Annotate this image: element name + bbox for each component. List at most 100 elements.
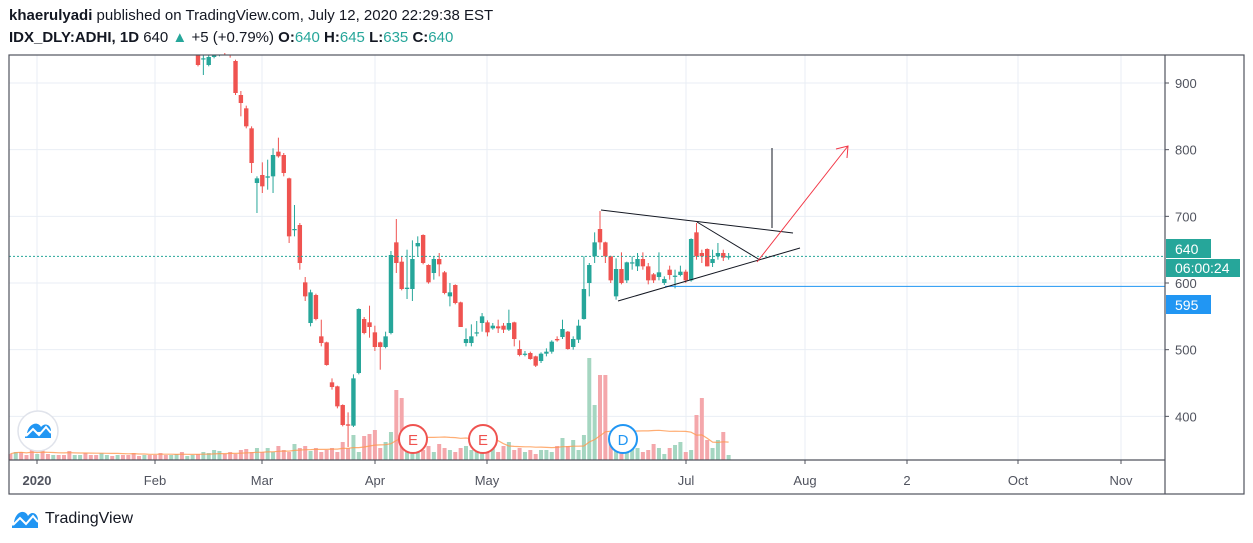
candle-body xyxy=(345,424,351,426)
volume-bar xyxy=(458,448,463,460)
event-marker-dividend[interactable]: D xyxy=(608,424,638,454)
candle xyxy=(453,284,458,305)
candle-body xyxy=(565,331,571,350)
volume-bar xyxy=(196,454,200,460)
x-tick-label: May xyxy=(475,473,500,488)
candle xyxy=(372,325,378,352)
volume-bar xyxy=(726,455,731,460)
candle xyxy=(705,248,710,267)
drawings[interactable] xyxy=(9,145,1165,302)
candle-body xyxy=(512,322,517,340)
candle-body xyxy=(420,235,426,264)
low-value: 635 xyxy=(383,29,409,46)
candle xyxy=(297,223,303,270)
volume-bar xyxy=(431,452,436,460)
candle-body xyxy=(308,292,313,324)
volume-bar xyxy=(99,453,104,460)
chart-frame xyxy=(8,54,1245,495)
volume-bar xyxy=(142,455,147,460)
candle-body xyxy=(431,259,437,274)
candle-body xyxy=(378,342,383,348)
candle xyxy=(597,211,603,250)
volume-bar xyxy=(238,450,243,460)
volume-bar xyxy=(630,446,635,460)
candle-body xyxy=(474,332,479,334)
candle xyxy=(420,234,426,265)
footer-brand[interactable]: TradingView xyxy=(9,509,133,529)
candle xyxy=(554,336,560,342)
volume-bar xyxy=(367,434,372,460)
volume-bar xyxy=(24,455,29,460)
volume-bar xyxy=(313,448,318,460)
volume-bar xyxy=(104,455,109,460)
event-marker-earnings[interactable]: E xyxy=(398,424,428,454)
candle xyxy=(270,148,276,194)
candle-body xyxy=(517,349,522,356)
candle-body xyxy=(699,253,705,257)
trend-line[interactable] xyxy=(696,221,761,261)
candle xyxy=(388,251,394,335)
candle xyxy=(629,256,635,270)
volume-bar xyxy=(244,449,249,460)
candle-body xyxy=(721,253,726,258)
candle-body xyxy=(469,336,474,344)
volume-bar xyxy=(587,358,592,460)
candle xyxy=(463,328,469,347)
candle-body xyxy=(597,229,603,243)
bar-countdown-label-text: 06:00:24 xyxy=(1175,260,1230,276)
volume-bar xyxy=(656,448,661,460)
volume-bar xyxy=(522,452,527,460)
volume-bar xyxy=(346,448,351,460)
candle xyxy=(303,277,308,302)
candle xyxy=(721,249,726,262)
volume-bar xyxy=(683,452,688,460)
volume-bar xyxy=(678,442,683,460)
trend-line[interactable] xyxy=(600,209,794,234)
candle xyxy=(319,319,324,347)
up-triangle-icon: ▲ xyxy=(172,29,188,46)
candle xyxy=(646,263,651,285)
candle-body xyxy=(560,329,565,338)
candle xyxy=(399,256,404,291)
x-tick-label: Apr xyxy=(365,473,386,488)
projection-arrow[interactable] xyxy=(756,145,849,263)
candle-body xyxy=(249,128,254,164)
event-marker-earnings[interactable]: E xyxy=(468,424,498,454)
volume-bar xyxy=(598,375,602,460)
candle-body xyxy=(388,255,394,334)
last-price: 640 xyxy=(143,29,169,46)
candle xyxy=(485,320,490,337)
volume-bar xyxy=(437,444,442,460)
volume-bar xyxy=(426,446,431,460)
candle xyxy=(345,412,351,448)
candle-body xyxy=(544,351,549,354)
candle-body xyxy=(404,287,410,290)
horizontal-line-label-text: 595 xyxy=(1175,297,1199,313)
volume-bar xyxy=(276,446,281,460)
author-name[interactable]: khaerulyadi xyxy=(9,7,93,24)
volume-bar xyxy=(576,450,581,460)
volume-bar xyxy=(624,452,629,460)
volume-bar xyxy=(447,450,452,460)
candle xyxy=(613,258,619,300)
candle-body xyxy=(533,356,538,366)
trend-line[interactable] xyxy=(617,247,801,302)
candle-body xyxy=(463,339,469,344)
candle xyxy=(581,256,587,320)
candle xyxy=(501,323,506,334)
candle-body xyxy=(608,256,613,281)
volume-bar xyxy=(694,415,699,460)
candle xyxy=(469,324,474,347)
tradingview-watermark-icon[interactable] xyxy=(17,410,59,452)
volume-bar xyxy=(635,448,640,460)
x-tick-label: Feb xyxy=(144,473,166,488)
candle-body xyxy=(356,309,361,374)
candle xyxy=(238,91,244,117)
volume-bar xyxy=(212,450,217,460)
x-tick-label: 2020 xyxy=(23,473,52,488)
candle xyxy=(437,253,442,277)
candle xyxy=(249,126,254,174)
candle xyxy=(528,351,533,360)
